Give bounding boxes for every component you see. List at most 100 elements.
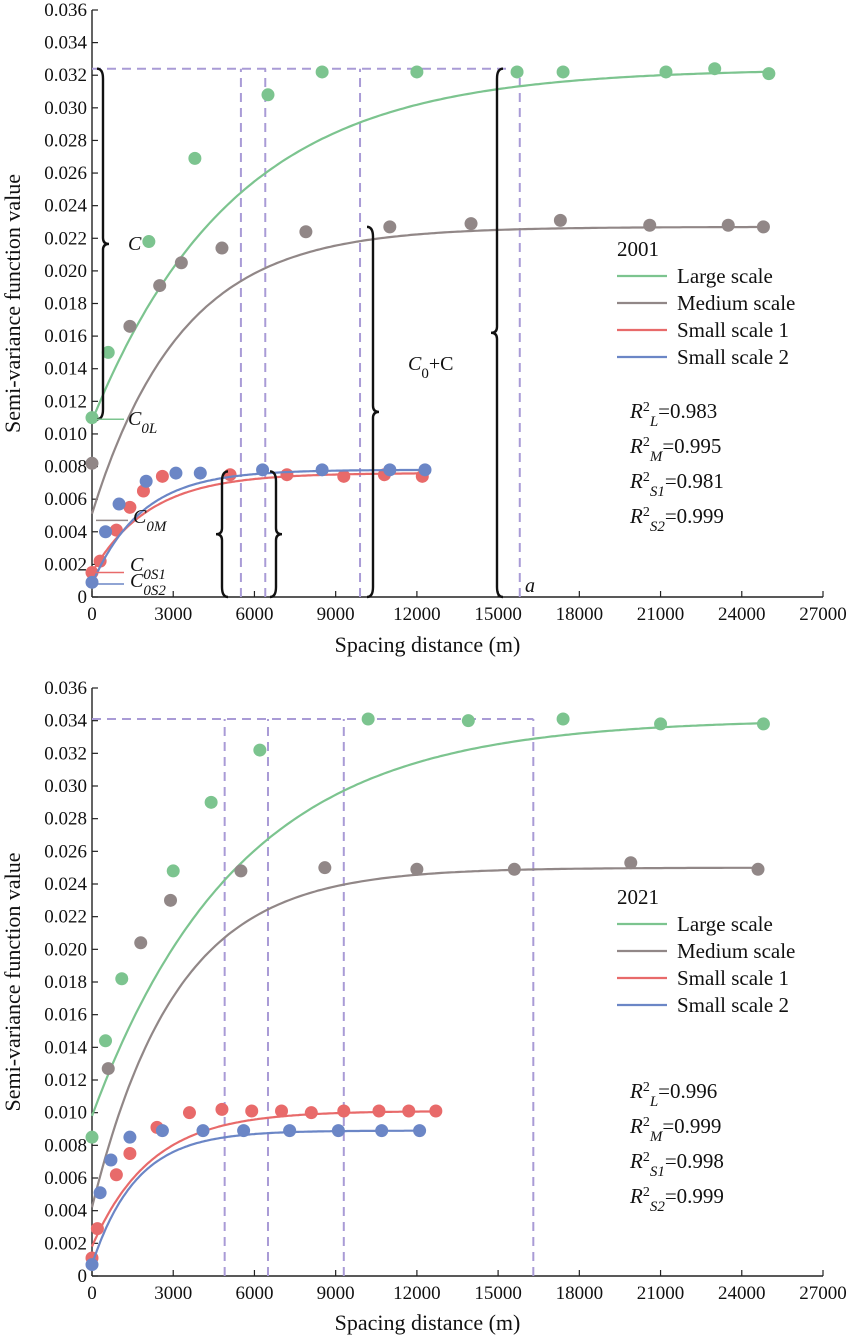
point-small1: [215, 1102, 229, 1116]
y-tick-label: 0.028: [44, 809, 87, 830]
x-tick-label: 12000: [393, 1283, 441, 1304]
y-tick-label: 0.032: [44, 65, 87, 86]
label-c0s1: C0S1: [130, 554, 166, 583]
y-tick-label: 0.008: [44, 1135, 87, 1156]
legend-label-small1: Small scale 1: [677, 318, 789, 342]
panel-2021: 0 0.002 0.004 0.006 0.008 0.010 0.012 0.014 0.01…: [0, 678, 847, 1335]
point-medium: [134, 936, 148, 950]
brace-small-a: [215, 470, 229, 599]
y-tick-label: 0.012: [44, 391, 87, 412]
r2-stat-M: R2M=0.999: [629, 1114, 721, 1145]
y-tick-label: 0.020: [44, 939, 87, 960]
legend-label-medium: Medium scale: [677, 291, 795, 315]
y-tick-label: 0: [78, 1266, 88, 1287]
point-small2: [237, 1124, 251, 1138]
point-large: [166, 864, 180, 878]
curve-medium: [90, 866, 758, 1208]
r2-stat-S2: R2S2=0.999: [629, 504, 724, 535]
legend-year: 2001: [617, 237, 659, 261]
point-large: [188, 151, 202, 165]
point-medium: [318, 861, 332, 875]
legend-label-large: Large scale: [677, 912, 773, 936]
y-tick-label: 0.006: [44, 489, 87, 510]
point-small1: [123, 500, 137, 514]
x-tick-label: 9000: [317, 1283, 355, 1304]
y-tick-label: 0.030: [44, 776, 87, 797]
point-small2: [85, 575, 99, 589]
legend-label-small1: Small scale 1: [677, 966, 789, 990]
y-tick-label: 0.028: [44, 130, 87, 151]
y-tick-label: 0.002: [44, 1233, 87, 1254]
x-tick-label: 9000: [317, 604, 355, 625]
point-small2: [331, 1124, 345, 1138]
point-small1: [304, 1106, 318, 1120]
point-small2: [283, 1124, 297, 1138]
point-small1: [93, 554, 107, 568]
point-small2: [193, 466, 207, 480]
x-axis-label: Spacing distance (m): [335, 1310, 521, 1335]
point-large: [115, 972, 129, 986]
y-tick-label: 0.004: [44, 1201, 87, 1222]
brace-c: [96, 67, 110, 421]
y-tick-label: 0.036: [44, 0, 87, 21]
point-small2: [418, 463, 432, 477]
point-small1: [372, 1104, 386, 1118]
point-medium: [101, 1062, 115, 1076]
point-small1: [182, 1106, 196, 1120]
point-small2: [413, 1124, 427, 1138]
point-large: [659, 65, 673, 79]
x-tick-label: 0: [87, 1283, 97, 1304]
point-small2: [256, 463, 270, 477]
point-small2: [85, 1258, 99, 1272]
curve-small1: [91, 472, 423, 574]
point-small1: [123, 1147, 137, 1160]
x-tick-label: 18000: [556, 1283, 604, 1304]
x-tick-label: 21000: [637, 604, 685, 625]
point-medium: [553, 213, 567, 227]
curve-large: [90, 722, 764, 1117]
label-c0-plus-c: C0+C: [408, 353, 453, 382]
x-tick-label: 18000: [556, 604, 604, 625]
y-tick-label: 0.024: [44, 874, 87, 895]
y-tick-label: 0.022: [44, 907, 87, 928]
point-small2: [93, 1186, 107, 1200]
point-large: [315, 65, 329, 79]
brace-medium: [366, 225, 380, 599]
point-small1: [155, 469, 169, 483]
point-large: [654, 717, 668, 731]
x-tick-label: 6000: [235, 1283, 273, 1304]
point-small1: [136, 484, 150, 498]
point-medium: [123, 319, 137, 333]
y-tick-label: 0.010: [44, 1103, 87, 1124]
y-tick-label: 0.016: [44, 1005, 87, 1026]
label-c0m: C0M: [133, 506, 168, 535]
x-axis-label: Spacing distance (m): [335, 632, 521, 657]
r2-stat-S1: R2S1=0.981: [629, 469, 724, 500]
x-tick-label: 3000: [154, 1283, 192, 1304]
point-small2: [383, 463, 397, 477]
point-large: [410, 65, 424, 79]
legend-label-large: Large scale: [677, 264, 773, 288]
point-medium: [756, 220, 770, 234]
r2-stat-S1: R2S1=0.998: [629, 1149, 724, 1180]
x-tick-label: 15000: [474, 604, 522, 625]
y-tick-label: 0.008: [44, 457, 87, 478]
point-medium: [383, 220, 397, 234]
point-large: [762, 67, 776, 81]
y-tick-label: 0: [78, 587, 88, 608]
legend-label-medium: Medium scale: [677, 939, 795, 963]
point-small2: [104, 1153, 118, 1167]
point-medium: [174, 256, 188, 270]
point-medium: [153, 279, 167, 293]
y-tick-label: 0.022: [44, 228, 87, 249]
y-tick-label: 0.004: [44, 522, 87, 543]
point-medium: [643, 218, 657, 232]
legend-label-small2: Small scale 2: [677, 993, 789, 1017]
label-c0s2: C0S2: [130, 570, 166, 599]
r2-stat-L: R2L=0.996: [629, 1079, 717, 1110]
point-large: [204, 795, 218, 809]
y-tick-label: 0.034: [44, 33, 87, 54]
point-large: [142, 235, 156, 249]
point-small2: [315, 463, 329, 477]
